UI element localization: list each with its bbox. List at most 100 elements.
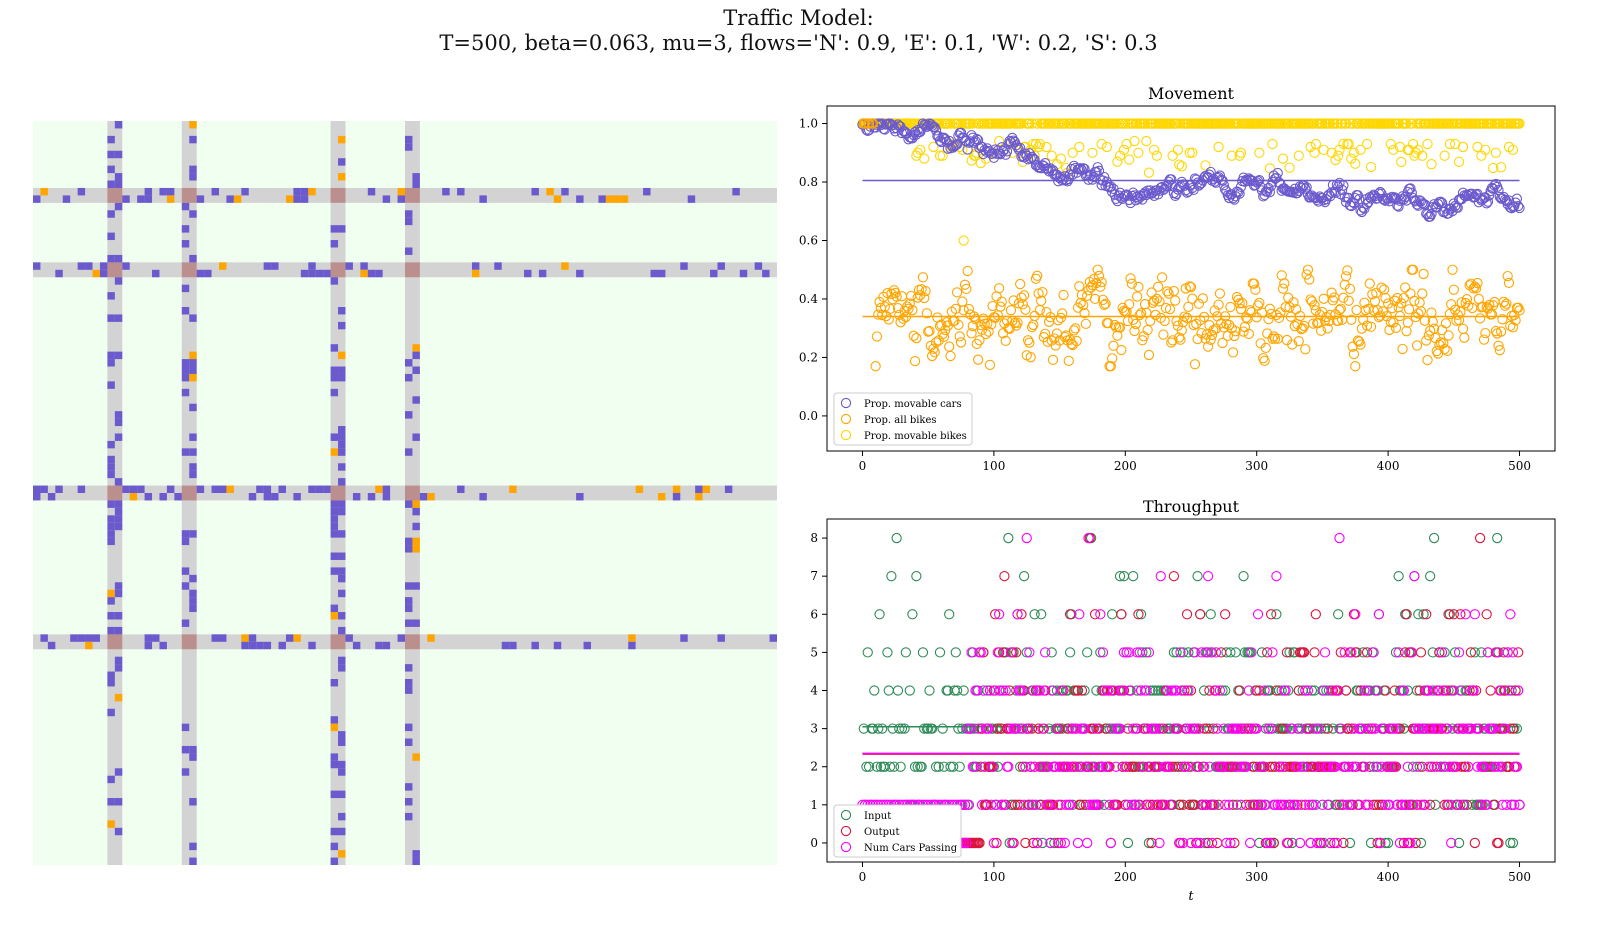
all-bikes-point [993, 283, 1005, 294]
car-cell [40, 485, 48, 493]
movable-bikes-point [1439, 150, 1450, 161]
bike-cell [114, 693, 123, 702]
movable-cars-point [1024, 148, 1035, 159]
all-bikes-point [1047, 354, 1059, 366]
all-bikes-point [1334, 304, 1345, 316]
car-cell [375, 641, 383, 650]
car-cell [47, 641, 56, 650]
intersection [330, 485, 346, 501]
output-point [1012, 799, 1023, 810]
car-cell [152, 269, 160, 278]
car-cell [114, 664, 123, 672]
car-cell [330, 433, 339, 441]
bike-cell [628, 634, 636, 642]
all-bikes-point [1005, 305, 1017, 316]
all-bikes-point [921, 308, 933, 319]
all-bikes-point [1029, 310, 1040, 322]
car-cell [405, 679, 413, 687]
all-bikes-point [902, 301, 913, 312]
all-bikes-point [1344, 283, 1356, 294]
car-cell [114, 202, 123, 211]
movable-bikes-point [1046, 150, 1057, 161]
all-bikes-point [1342, 265, 1353, 276]
movable-cars-point [1513, 200, 1524, 212]
all-bikes-point [926, 350, 938, 362]
car-cell [442, 187, 450, 196]
all-bikes-point [951, 287, 963, 298]
output-point [1250, 799, 1261, 810]
all-bikes-point [1209, 305, 1220, 316]
all-bikes-point [974, 335, 985, 346]
bike-cell [129, 493, 138, 501]
car-cell [114, 827, 123, 836]
all-bikes-point [1039, 328, 1051, 340]
input-point [1393, 571, 1404, 582]
car-cell [33, 485, 41, 493]
input-point [1049, 837, 1060, 849]
all-bikes-point [1243, 328, 1254, 340]
input-point [886, 571, 897, 582]
all-bikes-point [912, 292, 923, 303]
car-cell [189, 463, 197, 471]
all-bikes-point [1301, 269, 1312, 280]
output-point [1398, 837, 1410, 849]
movable-cars-point [1264, 186, 1275, 198]
throughput-x-tick-label: 0 [859, 870, 867, 884]
movable-bikes-point [1055, 153, 1067, 164]
car-cell [293, 195, 301, 203]
car-cell [278, 485, 286, 493]
movement-y-tick-label: 0.0 [799, 409, 818, 423]
all-bikes-point [1187, 293, 1198, 304]
input-point [1284, 647, 1295, 658]
car-cell [114, 150, 123, 159]
output-point [1431, 761, 1442, 772]
input-point [1082, 647, 1093, 658]
input-point [1217, 685, 1228, 696]
car-cell [338, 738, 346, 746]
car-cell [107, 232, 115, 241]
input-point [1428, 532, 1440, 544]
movement-legend-label: Prop. movable cars [864, 399, 962, 410]
car-cell [189, 842, 197, 851]
all-bikes-point [1410, 311, 1421, 323]
movable-cars-point [1039, 157, 1051, 169]
movable-bikes-point [928, 141, 939, 153]
car-cell [338, 626, 346, 635]
input-point [1239, 647, 1251, 658]
all-bikes-point [1133, 281, 1144, 293]
car-cell [189, 135, 197, 144]
car-cell [189, 470, 197, 479]
movable-bikes-point [1365, 161, 1377, 173]
all-bikes-point [1110, 322, 1122, 333]
car-cell [338, 790, 346, 799]
all-bikes-point [980, 328, 992, 340]
input-point [951, 685, 963, 696]
car-cell [405, 217, 413, 226]
car-cell [189, 403, 197, 412]
car-cell [405, 812, 413, 821]
throughput-x-tick-label: 100 [982, 870, 1005, 884]
all-bikes-point [1505, 320, 1516, 332]
all-bikes-point [919, 292, 930, 304]
all-bikes-point [1338, 292, 1349, 303]
car-cell [338, 656, 346, 665]
input-point [1506, 685, 1517, 696]
all-bikes-point [1070, 323, 1081, 334]
all-bikes-point [1472, 277, 1483, 289]
car-cell [263, 641, 272, 650]
bike-cell [338, 850, 346, 858]
bike-cell [330, 612, 339, 620]
car-cell [85, 634, 93, 642]
car-cell [367, 493, 376, 501]
car-cell [256, 641, 264, 650]
all-bikes-point [1059, 331, 1070, 343]
movable-bikes-point [1074, 141, 1085, 153]
all-bikes-point [1419, 315, 1431, 326]
all-bikes-point [1355, 339, 1366, 350]
all-bikes-point [1308, 318, 1319, 329]
car-cell [643, 187, 651, 196]
all-bikes-point [1080, 318, 1092, 330]
all-bikes-point [1440, 318, 1452, 329]
car-cell [576, 269, 584, 278]
car-cell [47, 493, 56, 501]
